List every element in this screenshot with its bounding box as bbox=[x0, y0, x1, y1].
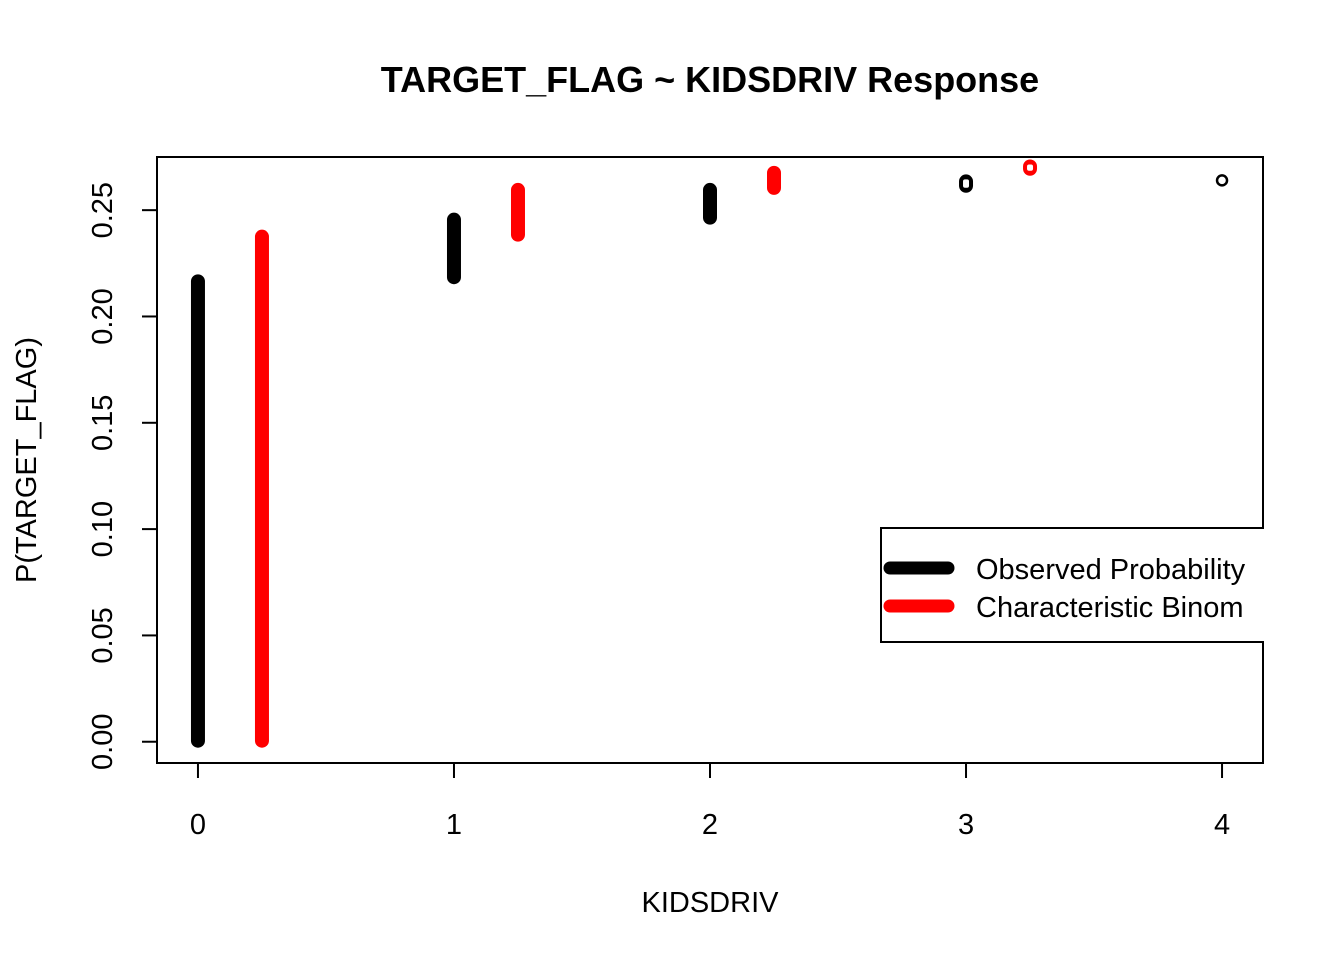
y-axis: 0.00 0.05 0.10 0.15 0.20 0.25 bbox=[87, 182, 158, 770]
legend: Observed Probability Characteristic Bino… bbox=[880, 527, 1282, 643]
y-tick-label: 0.15 bbox=[87, 395, 119, 451]
plot-frame bbox=[156, 156, 1264, 764]
legend-box bbox=[880, 527, 1282, 643]
x-tick-label: 3 bbox=[958, 809, 974, 841]
x-axis: 0 1 2 3 4 bbox=[190, 762, 1230, 841]
range-binom bbox=[767, 165, 782, 195]
legend-label-observed: Observed Probability bbox=[976, 554, 1246, 586]
x-tick-label: 4 bbox=[1214, 809, 1230, 841]
legend-label-binom: Characteristic Binom bbox=[976, 592, 1244, 624]
y-tick-label: 0.10 bbox=[87, 501, 119, 557]
right-margin bbox=[1264, 500, 1344, 700]
data-marks bbox=[190, 159, 1229, 748]
range-observed bbox=[703, 182, 717, 225]
y-axis-label: P(TARGET_FLAG) bbox=[11, 337, 43, 583]
range-binom bbox=[510, 182, 525, 242]
range-hollow bbox=[1027, 164, 1034, 171]
y-tick-label: 0.00 bbox=[87, 714, 119, 770]
y-tick-label: 0.05 bbox=[87, 607, 119, 663]
x-tick-label: 0 bbox=[190, 809, 206, 841]
chart-title: TARGET_FLAG ~ KIDSDRIV Response bbox=[381, 59, 1039, 100]
range-observed bbox=[190, 274, 205, 748]
x-tick-label: 2 bbox=[702, 809, 718, 841]
point-observed bbox=[1215, 174, 1229, 187]
range-binom bbox=[254, 229, 269, 748]
x-axis-label: KIDSDRIV bbox=[642, 887, 780, 919]
y-tick-label: 0.25 bbox=[87, 182, 119, 238]
range-observed bbox=[446, 212, 461, 285]
y-tick-label: 0.20 bbox=[87, 288, 119, 344]
range-hollow bbox=[963, 179, 970, 188]
x-tick-label: 1 bbox=[446, 809, 462, 841]
